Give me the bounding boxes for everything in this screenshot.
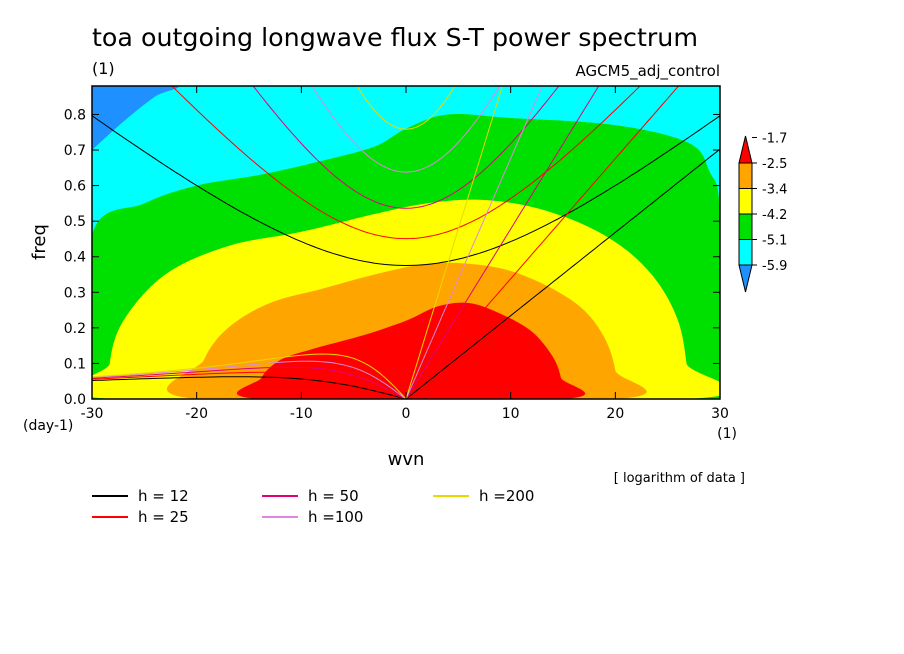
x-axis: -30 -20 -10 0 10 20 30 xyxy=(81,86,729,422)
y-tick-label: 0.3 xyxy=(64,285,86,301)
contour-region-4 xyxy=(237,302,586,399)
y-tick-label: 0.8 xyxy=(64,107,86,123)
legend-label: h =100 xyxy=(308,508,363,526)
plot-area xyxy=(91,85,721,400)
x-tick-label: 30 xyxy=(711,406,729,422)
legend: h = 12 h = 25 h = 50 h =100 h =200 xyxy=(92,487,534,526)
y-tick-label: 0.6 xyxy=(64,179,86,195)
x-tick-label: 20 xyxy=(606,406,624,422)
colorbar: -5.9 -5.1 -4.2 -3.4 -2.5 -1.7 xyxy=(738,132,787,293)
contour-regions xyxy=(92,86,720,399)
y-tick-label: 0.1 xyxy=(64,356,86,372)
colorbar-label: -5.9 xyxy=(762,259,787,274)
y-unit-label: (day-1) xyxy=(23,418,73,434)
y-axis-label: freq xyxy=(29,224,50,260)
legend-label: h =200 xyxy=(479,487,534,505)
x-tick-label: -30 xyxy=(81,406,104,422)
y-tick-label: 0.2 xyxy=(64,321,86,337)
y-tick-label: 0.4 xyxy=(64,250,86,266)
dispersion-rossby-line-2 xyxy=(92,366,407,399)
dispersion-kelvin-line-0 xyxy=(405,148,720,399)
y-tick-label: 0.7 xyxy=(64,143,86,159)
chart-title: toa outgoing longwave flux S-T power spe… xyxy=(92,23,698,52)
dispersion-kelvin-line-1 xyxy=(405,86,680,399)
colorbar-arrow-low xyxy=(738,264,753,293)
dispersion-ig-line-2 xyxy=(252,86,560,209)
y-tick-label: 0.5 xyxy=(64,214,86,230)
x-tick-label: 10 xyxy=(502,406,520,422)
dispersion-kelvin-line-2 xyxy=(405,86,600,399)
colorbar-label: -4.2 xyxy=(762,208,787,223)
x-tick-label: -10 xyxy=(290,406,313,422)
dispersion-ig-line-1 xyxy=(171,86,641,240)
dispersion-ig-line-3 xyxy=(311,86,501,173)
legend-label: h = 50 xyxy=(308,487,359,505)
x-unit-label: (1) xyxy=(717,426,737,442)
x-tick-label: 0 xyxy=(402,406,411,422)
colorbar-segment xyxy=(738,213,753,240)
dispersion-curves xyxy=(92,86,720,399)
dispersion-kelvin-line-3 xyxy=(405,86,543,399)
colorbar-arrow-high xyxy=(738,135,753,164)
legend-label: h = 25 xyxy=(138,508,189,526)
contour-region-lowest xyxy=(92,86,179,150)
legend-label: h = 12 xyxy=(138,487,189,505)
dispersion-ig-line-0 xyxy=(92,115,720,267)
dispersion-rossby-line-4 xyxy=(92,353,407,399)
units-label: (1) xyxy=(92,59,115,78)
y-tick-label: 0.0 xyxy=(64,392,86,408)
x-axis-label: wvn xyxy=(388,449,425,470)
colorbar-segment xyxy=(738,239,753,266)
dispersion-rossby-line-0 xyxy=(92,376,407,399)
colorbar-label: -3.4 xyxy=(762,183,787,198)
dispersion-kelvin-line-4 xyxy=(405,86,503,399)
colorbar-label: -1.7 xyxy=(762,132,787,147)
dispersion-rossby-line-1 xyxy=(92,371,407,399)
colorbar-label: -5.1 xyxy=(762,234,787,249)
data-note: [ logarithm of data ] xyxy=(614,471,745,486)
y-axis: 0.0 0.1 0.2 0.3 0.4 0.5 0.6 0.7 0.8 xyxy=(64,107,720,408)
colorbar-label: -2.5 xyxy=(762,157,787,172)
experiment-label: AGCM5_adj_control xyxy=(576,62,720,81)
x-tick-label: -20 xyxy=(185,406,208,422)
dispersion-rossby-line-3 xyxy=(92,360,407,399)
dispersion-ig-line-4 xyxy=(356,86,456,130)
colorbar-segment xyxy=(738,188,753,215)
colorbar-segment xyxy=(738,162,753,189)
